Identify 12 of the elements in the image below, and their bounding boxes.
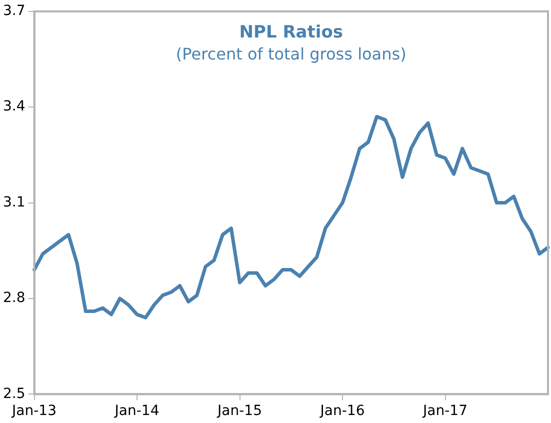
x-tick-label: Jan-13: [11, 403, 56, 420]
x-tick-label: Jan-17: [422, 403, 468, 420]
y-tick-label: 3.7: [3, 3, 26, 20]
x-tick-label: Jan-16: [319, 403, 365, 420]
x-tick-label: Jan-15: [216, 403, 262, 420]
text: NPL Ratios: [239, 22, 344, 42]
text: (Percent of total gross loans): [176, 44, 406, 64]
y-tick-label: 2.8: [3, 290, 26, 306]
x-tick-label: Jan-14: [114, 403, 160, 420]
y-tick-label: 3.4: [3, 98, 26, 115]
y-tick-label: 3.1: [3, 194, 26, 210]
y-tick-label: 2.5: [3, 386, 26, 402]
